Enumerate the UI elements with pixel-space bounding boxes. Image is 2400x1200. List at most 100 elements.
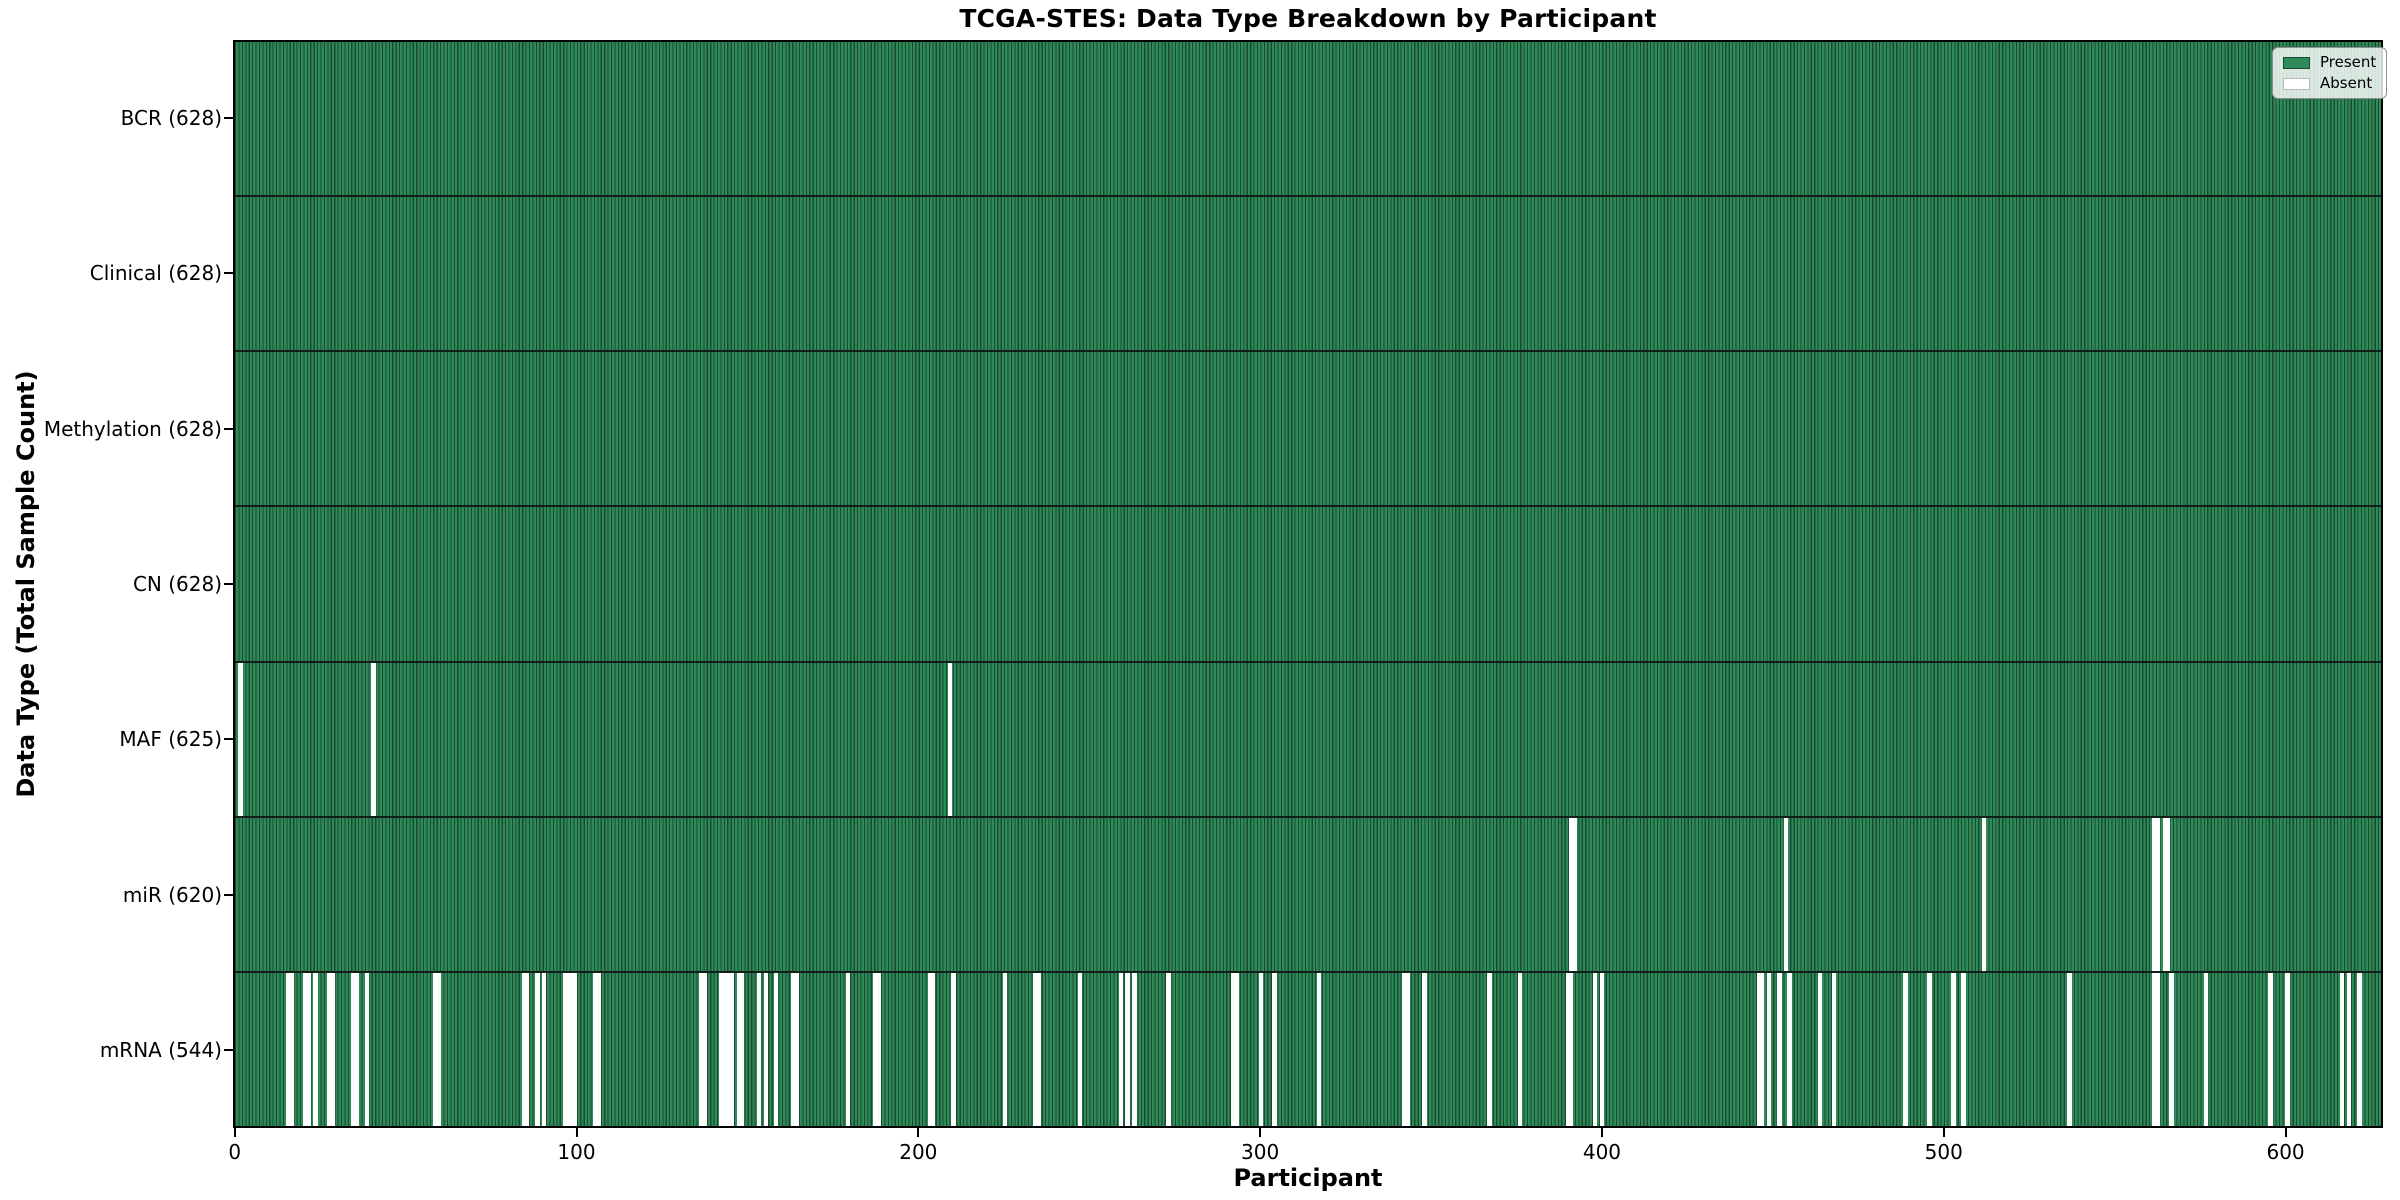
absent-gap-mrna <box>1422 972 1427 1126</box>
absent-gap-mrna <box>722 972 728 1126</box>
absent-gap-mrna <box>2169 972 2174 1126</box>
row-band-bcr <box>235 42 2381 198</box>
y-tick-label-bcr: BCR (628) <box>120 105 222 130</box>
absent-gap-mrna <box>763 972 769 1126</box>
absent-gap-mrna <box>2203 972 2208 1126</box>
absent-gap-maf <box>238 662 243 816</box>
absent-gap-mir <box>1783 817 1789 971</box>
absent-gap-mrna <box>1831 972 1837 1126</box>
absent-gap-mrna <box>542 972 547 1126</box>
x-tick-mark <box>1600 1128 1603 1137</box>
absent-gap-mrna <box>1777 972 1782 1126</box>
x-tick-mark <box>233 1128 236 1137</box>
absent-gap-mrna <box>876 972 881 1126</box>
absent-gap-mrna <box>736 972 741 1126</box>
absent-gap-mrna <box>2152 972 2157 1126</box>
absent-gap-mrna <box>354 972 359 1126</box>
x-tick-mark <box>1942 1128 1945 1137</box>
absent-gap-mir <box>2166 817 2171 971</box>
absent-gap-mrna <box>757 972 762 1126</box>
absent-gap-mrna <box>1927 972 1932 1126</box>
x-tick-label-400: 400 <box>1582 1140 1622 1164</box>
absent-gap-mrna <box>364 972 370 1126</box>
legend-swatch-absent <box>2283 77 2310 90</box>
absent-gap-mrna <box>791 972 796 1126</box>
absent-gap-mir <box>1981 817 1987 971</box>
absent-gap-mrna <box>569 972 574 1126</box>
absent-gap-mir <box>1572 817 1577 971</box>
y-tick-mark <box>224 583 233 585</box>
legend-label-absent: Absent <box>2320 74 2373 92</box>
absent-gap-maf <box>948 662 953 816</box>
absent-gap-mrna <box>572 972 578 1126</box>
absent-gap-mrna <box>931 972 936 1126</box>
absent-gap-mrna <box>1118 972 1124 1126</box>
row-band-methylation <box>235 352 2381 508</box>
x-tick-mark <box>575 1128 578 1137</box>
absent-gap-mrna <box>1569 972 1574 1126</box>
absent-gap-mrna <box>2357 972 2362 1126</box>
y-tick-mark <box>224 427 233 430</box>
absent-gap-mrna <box>525 972 530 1126</box>
x-tick-mark <box>2284 1128 2287 1137</box>
absent-gap-mrna <box>719 972 724 1126</box>
y-tick-mark <box>224 738 233 741</box>
chart-title: TCGA-STES: Data Type Breakdown by Partic… <box>959 4 1657 33</box>
absent-gap-mrna <box>1132 972 1137 1126</box>
absent-gap-mrna <box>1234 972 1240 1126</box>
x-tick-label-300: 300 <box>1241 1140 1280 1164</box>
absent-gap-mrna <box>286 972 291 1126</box>
row-band-clinical <box>235 197 2381 353</box>
row-band-mrna <box>235 972 2381 1126</box>
absent-gap-mrna <box>436 972 441 1126</box>
absent-gap-mrna <box>327 972 332 1126</box>
x-axis-label: Participant <box>1233 1164 1383 1192</box>
absent-gap-mrna <box>596 972 602 1126</box>
absent-gap-mrna <box>593 972 598 1126</box>
absent-gap-mrna <box>1033 972 1038 1126</box>
absent-gap-mrna <box>702 972 707 1126</box>
y-tick-label-mir: miR (620) <box>122 882 222 907</box>
x-tick-label-500: 500 <box>1924 1140 1963 1164</box>
y-tick-mark <box>224 272 233 275</box>
absent-gap-mir <box>1569 817 1574 971</box>
legend: Present Absent <box>2272 47 2388 99</box>
x-tick-mark <box>917 1128 920 1137</box>
absent-gap-mrna <box>1756 972 1762 1126</box>
legend-item-absent: Absent <box>2283 76 2376 91</box>
absent-gap-mrna <box>2346 972 2352 1126</box>
absent-gap-mrna <box>726 972 731 1126</box>
y-tick-mark <box>224 116 233 119</box>
row-band-cn <box>235 507 2381 663</box>
absent-gap-mrna <box>2155 972 2161 1126</box>
absent-gap-mrna <box>1961 972 1966 1126</box>
absent-gap-mrna <box>1258 972 1263 1126</box>
absent-gap-mrna <box>1787 972 1792 1126</box>
absent-gap-maf <box>371 662 376 816</box>
absent-gap-mrna <box>739 972 745 1126</box>
legend-swatch-present <box>2283 56 2310 69</box>
y-tick-label-clinical: Clinical (628) <box>89 261 222 286</box>
absent-gap-mir <box>2152 817 2157 971</box>
absent-gap-mrna <box>2268 972 2273 1126</box>
y-tick-label-mrna: mRNA (544) <box>99 1038 222 1063</box>
absent-gap-mrna <box>303 972 308 1126</box>
absent-gap-mrna <box>1401 972 1407 1126</box>
legend-label-present: Present <box>2320 53 2377 71</box>
absent-gap-mrna <box>2285 972 2290 1126</box>
y-tick-label-methylation: Methylation (628) <box>43 416 222 441</box>
absent-gap-mrna <box>1903 972 1908 1126</box>
absent-gap-mrna <box>1316 972 1321 1126</box>
row-band-maf <box>235 662 2381 818</box>
absent-gap-mrna <box>1517 972 1523 1126</box>
absent-gap-mrna <box>774 972 779 1126</box>
absent-gap-mrna <box>1766 972 1772 1126</box>
x-tick-label-600: 600 <box>2266 1140 2305 1164</box>
absent-gap-mrna <box>794 972 799 1126</box>
x-tick-mark <box>1259 1128 1262 1137</box>
absent-gap-mrna <box>1592 972 1598 1126</box>
absent-gap-mrna <box>1405 972 1410 1126</box>
absent-gap-mrna <box>927 972 932 1126</box>
absent-gap-mrna <box>1599 972 1605 1126</box>
